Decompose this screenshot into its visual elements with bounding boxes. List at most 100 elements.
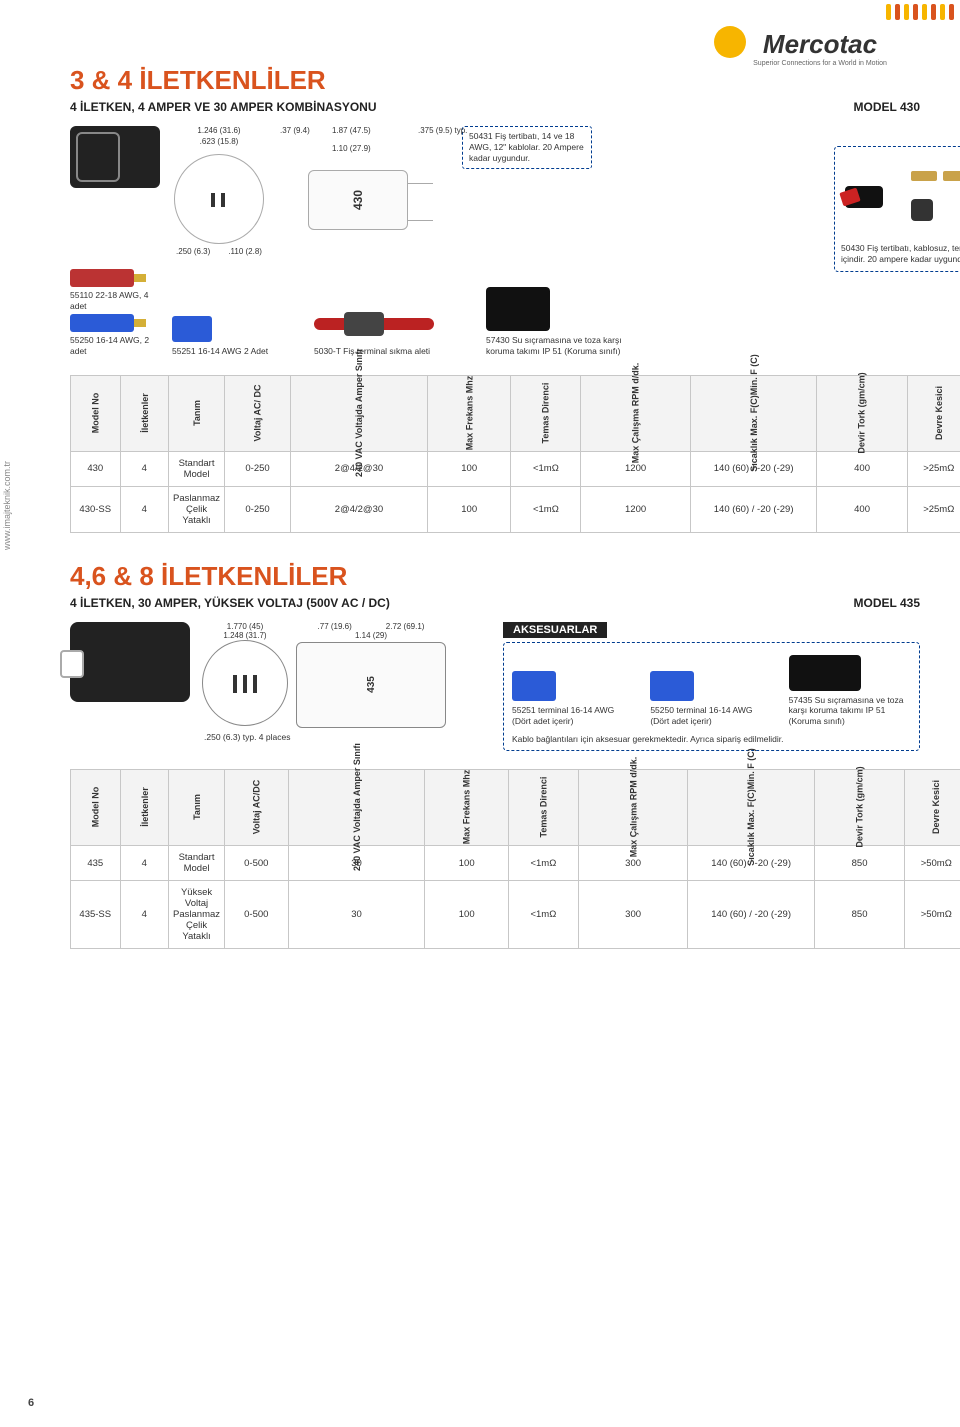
sec2-title: 4,6 & 8 İLETKENLİLER bbox=[70, 561, 920, 592]
cell: 1200 bbox=[581, 486, 691, 532]
th-2: Tanım bbox=[192, 400, 202, 426]
spec-table-435: Model No İletkenler Tanım Voltaj AC/DC 2… bbox=[70, 769, 960, 949]
dim2-d: 2.72 (69.1) bbox=[386, 622, 425, 631]
cell: 400 bbox=[817, 486, 907, 532]
item-55110-55250: 55110 22-18 AWG, 4 adet 55250 16-14 AWG,… bbox=[70, 266, 158, 357]
cell: Yüksek Voltaj Paslanmaz Çelik Yataklı bbox=[169, 881, 225, 949]
cell: 100 bbox=[425, 846, 509, 881]
cell: >50mΩ bbox=[905, 846, 960, 881]
dim2-b: 1.248 (31.7) bbox=[223, 631, 266, 640]
sch435-circle bbox=[202, 640, 288, 726]
cell: <1mΩ bbox=[508, 881, 578, 949]
note-50430: 50430 Fiş tertibatı, kablosuz, terminall… bbox=[841, 239, 960, 265]
dim-h: .110 (2.8) bbox=[228, 247, 262, 256]
brand-tagline: Superior Connections for a World in Moti… bbox=[753, 60, 887, 67]
cell: 30 bbox=[288, 881, 425, 949]
brand-logo: Mercotac Superior Connections for a Worl… bbox=[720, 18, 920, 78]
table-row: 430-SS 4 Paslanmaz Çelik Yataklı 0-250 2… bbox=[71, 486, 960, 532]
sch435-wrap: 1.770 (45) 1.248 (31.7) .77 (19.6) 2.72 … bbox=[202, 622, 446, 728]
spec-table-430: Model No İletkenler Tanım Voltaj AC/ DC … bbox=[70, 375, 960, 533]
dim2-a: 1.770 (45) bbox=[227, 622, 263, 631]
cap-57430: 57430 Su sıçramasına ve toza karşı korum… bbox=[486, 335, 646, 356]
cell: 430-SS bbox=[71, 486, 121, 532]
decor-stripes bbox=[820, 0, 960, 18]
schematic-circle bbox=[174, 154, 264, 244]
cell: Standart Model bbox=[169, 451, 225, 486]
cap-55110: 55110 22-18 AWG, 4 adet bbox=[70, 290, 158, 311]
table-head-row: Model No İletkenler Tanım Voltaj AC/DC 2… bbox=[71, 770, 960, 846]
logo-icon bbox=[714, 26, 746, 58]
th2-7: Max Çalışma RPM d/dk. bbox=[628, 757, 638, 858]
brand-name: Mercotac bbox=[763, 29, 877, 60]
product-photo-435 bbox=[70, 622, 190, 702]
cell: 0-250 bbox=[225, 486, 291, 532]
aks2-b-text: 55250 terminal 16-14 AWG (Dört adet içer… bbox=[650, 705, 772, 726]
th-5: Max Frekans Mhz bbox=[464, 375, 474, 450]
cell: <1mΩ bbox=[508, 846, 578, 881]
cell: 140 (60) / -20 (-29) bbox=[688, 881, 815, 949]
cell: 100 bbox=[427, 486, 511, 532]
th-6: Temas Direnci bbox=[541, 382, 551, 443]
cap-5030t: 5030-T Fiş terminal sıkma aleti bbox=[314, 346, 474, 357]
sch435-rect: 435 bbox=[296, 642, 446, 728]
th2-2: Tanım bbox=[192, 794, 202, 820]
aks2-c-text: 57435 Su sıçramasına ve toza karşı korum… bbox=[789, 695, 911, 727]
dims-block: .37 (9.4) 1.87 (47.5) 1.10 (27.9) .375 (… bbox=[278, 126, 448, 256]
dim-c: .37 (9.4) bbox=[280, 126, 310, 135]
angle-cable-icon bbox=[841, 166, 911, 226]
schematic-wrap: 1.246 (31.6) .623 (15.8) .250 (6.3) .110… bbox=[174, 126, 264, 256]
cell: 100 bbox=[425, 881, 509, 949]
cell: 100 bbox=[427, 451, 511, 486]
cell: 435 bbox=[71, 846, 121, 881]
dim2-c: .77 (19.6) bbox=[318, 622, 352, 631]
cell: 0-250 bbox=[225, 451, 291, 486]
page-number: 6 bbox=[28, 1397, 34, 1409]
cell: 435-SS bbox=[71, 881, 121, 949]
th-4: 240 VAC Voltajda Amper Sınıfı bbox=[354, 349, 364, 477]
aks2-a-text: 55251 terminal 16-14 AWG (Dört adet içer… bbox=[512, 705, 634, 726]
aks-box-2: 55251 terminal 16-14 AWG (Dört adet içer… bbox=[503, 642, 920, 752]
cell: 4 bbox=[120, 846, 169, 881]
sec1-figure-block: 1.246 (31.6) .623 (15.8) .250 (6.3) .110… bbox=[70, 126, 920, 357]
product-photo-430 bbox=[70, 126, 160, 188]
sec1-subtitle-row: 4 İLETKEN, 4 AMPER VE 30 AMPER KOMBİNASY… bbox=[70, 100, 920, 114]
sec1-accessory-row: 55110 22-18 AWG, 4 adet 55250 16-14 AWG,… bbox=[70, 266, 820, 357]
dim-a: 1.246 (31.6) bbox=[197, 126, 240, 135]
th-8: Sıcaklık Max. F(C)Min. F (C) bbox=[749, 354, 759, 472]
sec1-model: MODEL 430 bbox=[854, 100, 920, 114]
sec2-left-col: 1.770 (45) 1.248 (31.7) .77 (19.6) 2.72 … bbox=[70, 622, 487, 752]
cell: Standart Model bbox=[169, 846, 225, 881]
th2-1: İletkenler bbox=[139, 788, 149, 828]
table-row: 430 4 Standart Model 0-250 2@4/2@30 100 … bbox=[71, 451, 960, 486]
dim-e: 1.10 (27.9) bbox=[332, 144, 371, 153]
th-10: Devre Kesici bbox=[934, 385, 944, 439]
th-7: Max Çalışma RPM d/dk. bbox=[631, 362, 641, 463]
dim-d: 1.87 (47.5) bbox=[332, 126, 371, 135]
sec1-aks-col: AKSESUARLAR 50430 Fiş tertibatı, kablosu… bbox=[834, 126, 960, 272]
plug-label-430: 430 bbox=[351, 190, 365, 210]
item-55251: 55251 16-14 AWG 2 Adet bbox=[172, 316, 302, 357]
plug-drawing: 430 bbox=[308, 170, 408, 230]
dim2-under: .250 (6.3) typ. 4 places bbox=[204, 732, 487, 742]
dim-f: .375 (9.5) typ. bbox=[418, 126, 467, 135]
cell: 4 bbox=[120, 451, 169, 486]
cell: 850 bbox=[814, 846, 904, 881]
th2-5: Max Frekans Mhz bbox=[462, 770, 472, 845]
th2-0: Model No bbox=[90, 787, 100, 828]
side-tab-url: www.imajteknik.com.tr bbox=[2, 461, 12, 550]
sec2-model: MODEL 435 bbox=[854, 596, 920, 610]
cell: 850 bbox=[814, 881, 904, 949]
aks2-note: Kablo bağlantıları için aksesuar gerekme… bbox=[512, 734, 911, 744]
sec2-aks-col: AKSESUARLAR 55251 terminal 16-14 AWG (Dö… bbox=[503, 622, 920, 752]
th2-6: Temas Direnci bbox=[538, 777, 548, 838]
th2-4: 240 VAC Voltajda Amper Sınıfı bbox=[351, 743, 361, 871]
cell: 2@4/2@30 bbox=[291, 486, 428, 532]
cap-55251: 55251 16-14 AWG 2 Adet bbox=[172, 346, 302, 357]
cell: 400 bbox=[817, 451, 907, 486]
th2-3: Voltaj AC/DC bbox=[251, 780, 261, 835]
th-9: Devir Tork (gm/cm) bbox=[857, 372, 867, 453]
aks-box-1: 50430 Fiş tertibatı, kablosuz, terminall… bbox=[834, 146, 960, 272]
cell: 4 bbox=[120, 486, 169, 532]
aks2-item-c: 57435 Su sıçramasına ve toza karşı korum… bbox=[789, 655, 911, 727]
item-5030t: 5030-T Fiş terminal sıkma aleti bbox=[314, 308, 474, 357]
